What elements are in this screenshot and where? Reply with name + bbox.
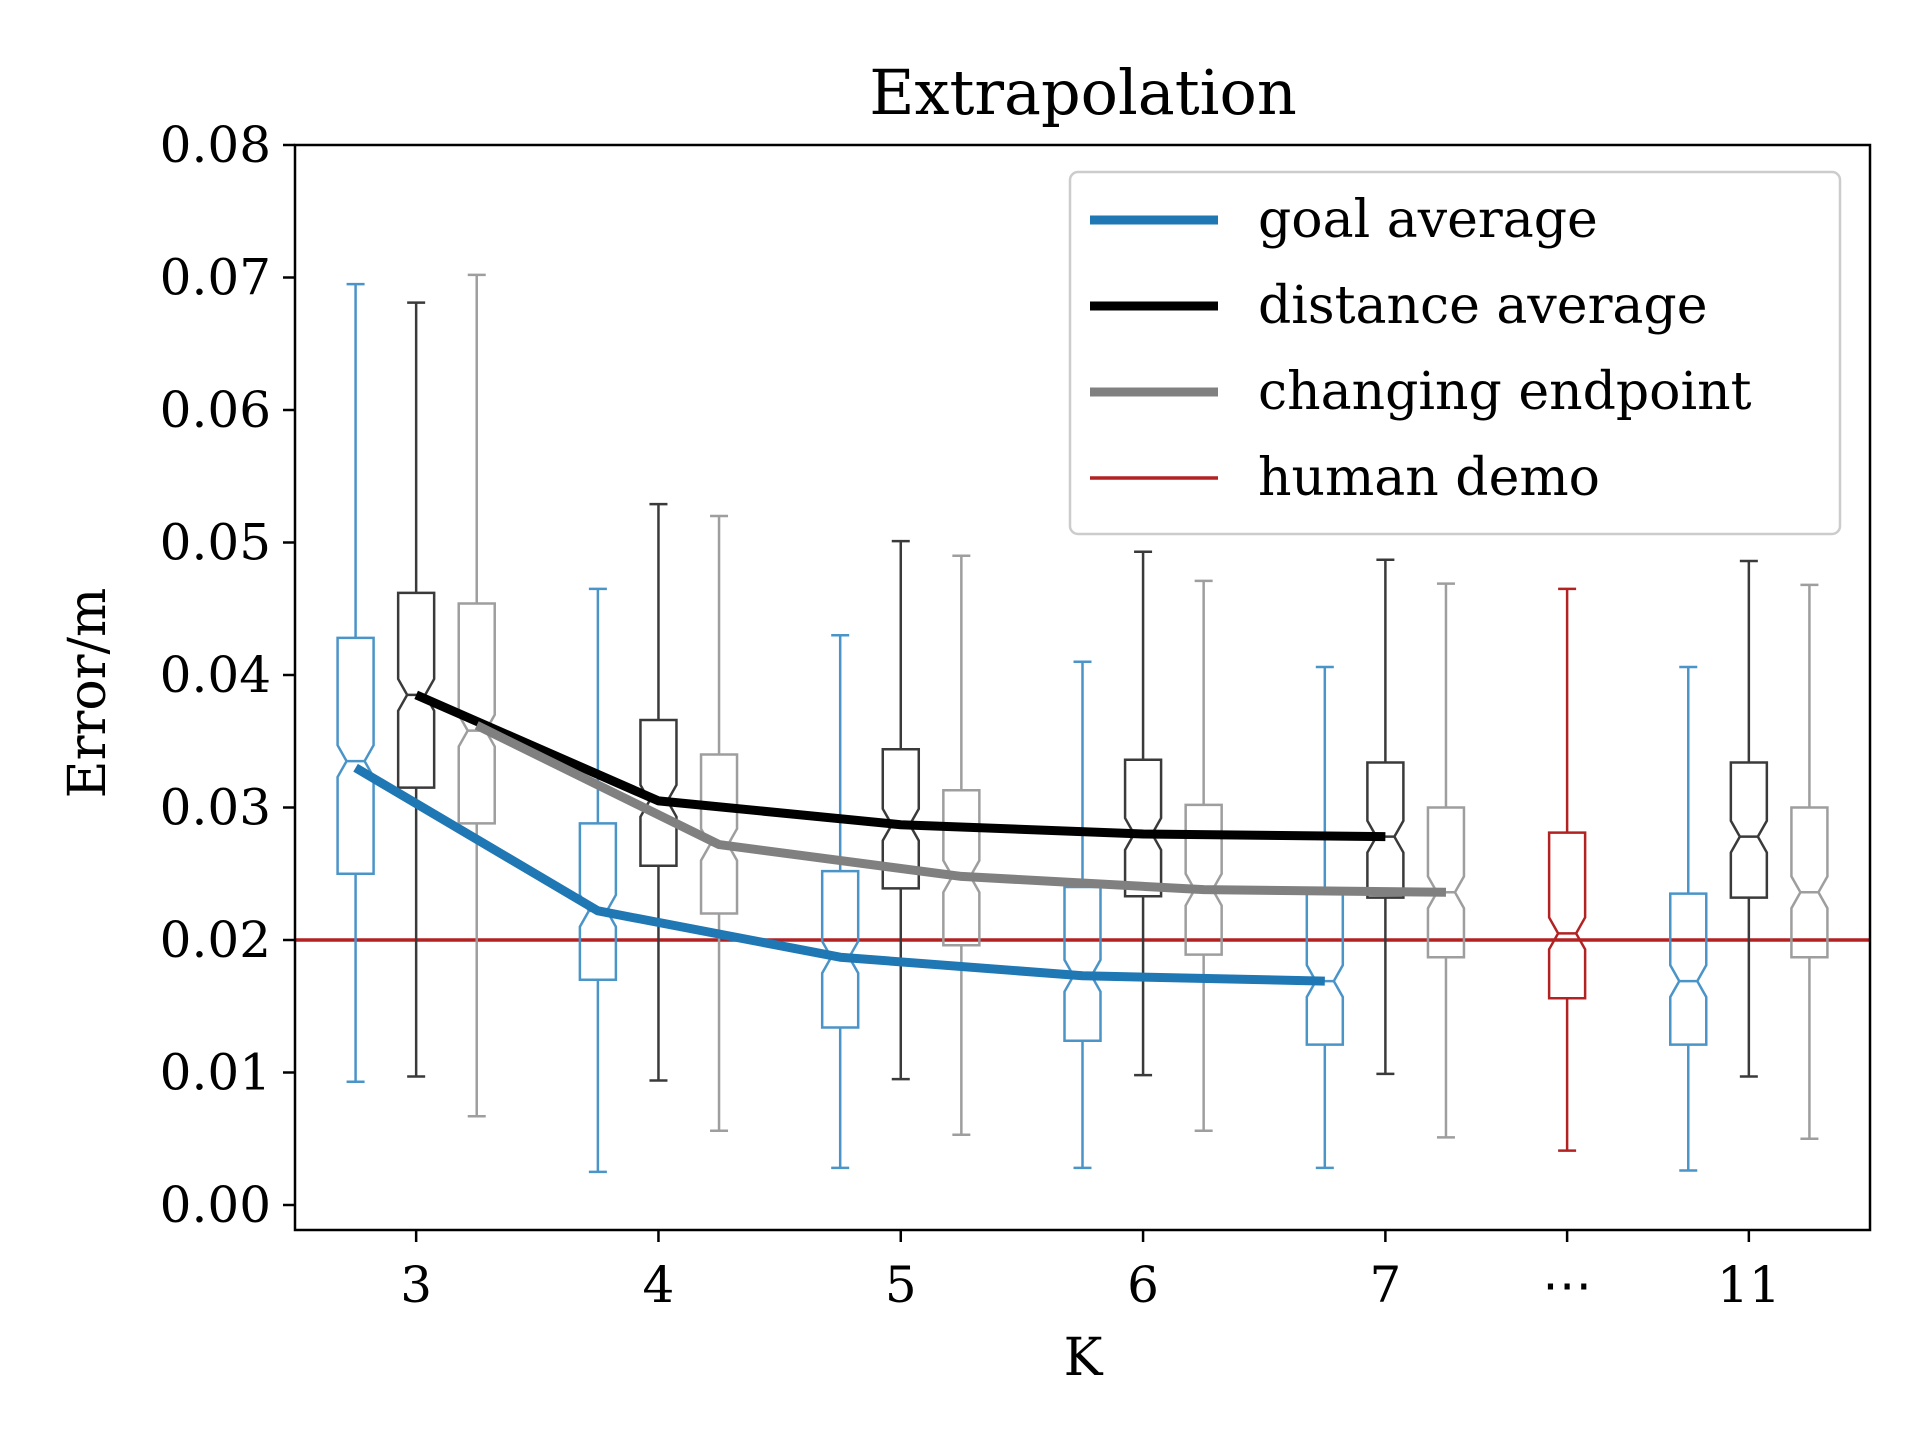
box-body (457, 602, 496, 825)
box-plot-changing-endpoint (1790, 583, 1829, 1140)
series-line-changing-endpoint (474, 721, 1447, 897)
legend-entry: distance average (1090, 276, 1708, 336)
box-plot-distance-average (1123, 550, 1163, 1077)
y-tick-label: 0.00 (160, 1176, 271, 1234)
axes: 0.00 0.01 0.02 0.03 0.04 0.05 0.06 0.07 0.08 3 4 5 6… (160, 116, 1872, 1314)
y-tick-label: 0.05 (160, 514, 271, 572)
box-body (1123, 758, 1163, 898)
box-body (396, 591, 436, 789)
box-plot-changing-endpoint (1184, 579, 1223, 1133)
plot-frame (293, 143, 1872, 1232)
box-body (1426, 806, 1466, 959)
box-body (1547, 831, 1587, 1000)
x-tick-label: 5 (885, 1256, 917, 1314)
chart-title: Extrapolation (869, 56, 1297, 129)
legend-entry: human demo (1090, 448, 1600, 508)
y-axis-title: Error/m (58, 588, 118, 799)
legend-label: changing endpoint (1258, 362, 1752, 422)
box-plot-human-demo (1547, 587, 1587, 1152)
box-plot-goal-average (1669, 665, 1708, 1172)
y-tick-label: 0.03 (160, 779, 271, 837)
series-line-goal-average (353, 763, 1325, 986)
box-plot-distance-average (396, 301, 436, 1078)
y-tick-label: 0.01 (160, 1044, 271, 1102)
box-body (1305, 892, 1345, 1046)
box-plot-goal-average (336, 282, 375, 1084)
x-tick-label: 6 (1127, 1256, 1159, 1314)
x-tick-label: 11 (1717, 1256, 1781, 1314)
x-axis-title: K (1064, 1328, 1104, 1388)
x-tick-label: 7 (1369, 1256, 1401, 1314)
legend-label: human demo (1258, 448, 1600, 508)
legend: goal average distance average changing end… (1068, 170, 1842, 536)
x-tick-label: 4 (643, 1256, 675, 1314)
x-tick-label: 3 (400, 1256, 432, 1314)
y-tick-label: 0.04 (160, 646, 271, 704)
series-lines (353, 690, 1447, 986)
box-body (1669, 892, 1708, 1046)
box-body (336, 636, 375, 875)
legend-label: goal average (1258, 190, 1598, 250)
box-body (1729, 761, 1769, 899)
y-tick-label: 0.08 (160, 116, 271, 174)
box-plot-goal-average (1305, 665, 1345, 1170)
y-tick-label: 0.02 (160, 911, 271, 969)
legend-entry: goal average (1090, 190, 1598, 250)
box-body (1366, 761, 1405, 899)
series-line-distance-average (414, 690, 1386, 842)
legend-entry: changing endpoint (1090, 362, 1752, 422)
box-body (1790, 806, 1829, 959)
box-plot-distance-average (1729, 559, 1769, 1078)
box-body (1184, 803, 1223, 956)
legend-frame (1068, 170, 1842, 536)
y-tick-label: 0.07 (160, 249, 271, 307)
legend-label: distance average (1258, 276, 1708, 336)
x-tick-label: ⋯ (1542, 1256, 1592, 1314)
y-tick-label: 0.06 (160, 381, 271, 439)
